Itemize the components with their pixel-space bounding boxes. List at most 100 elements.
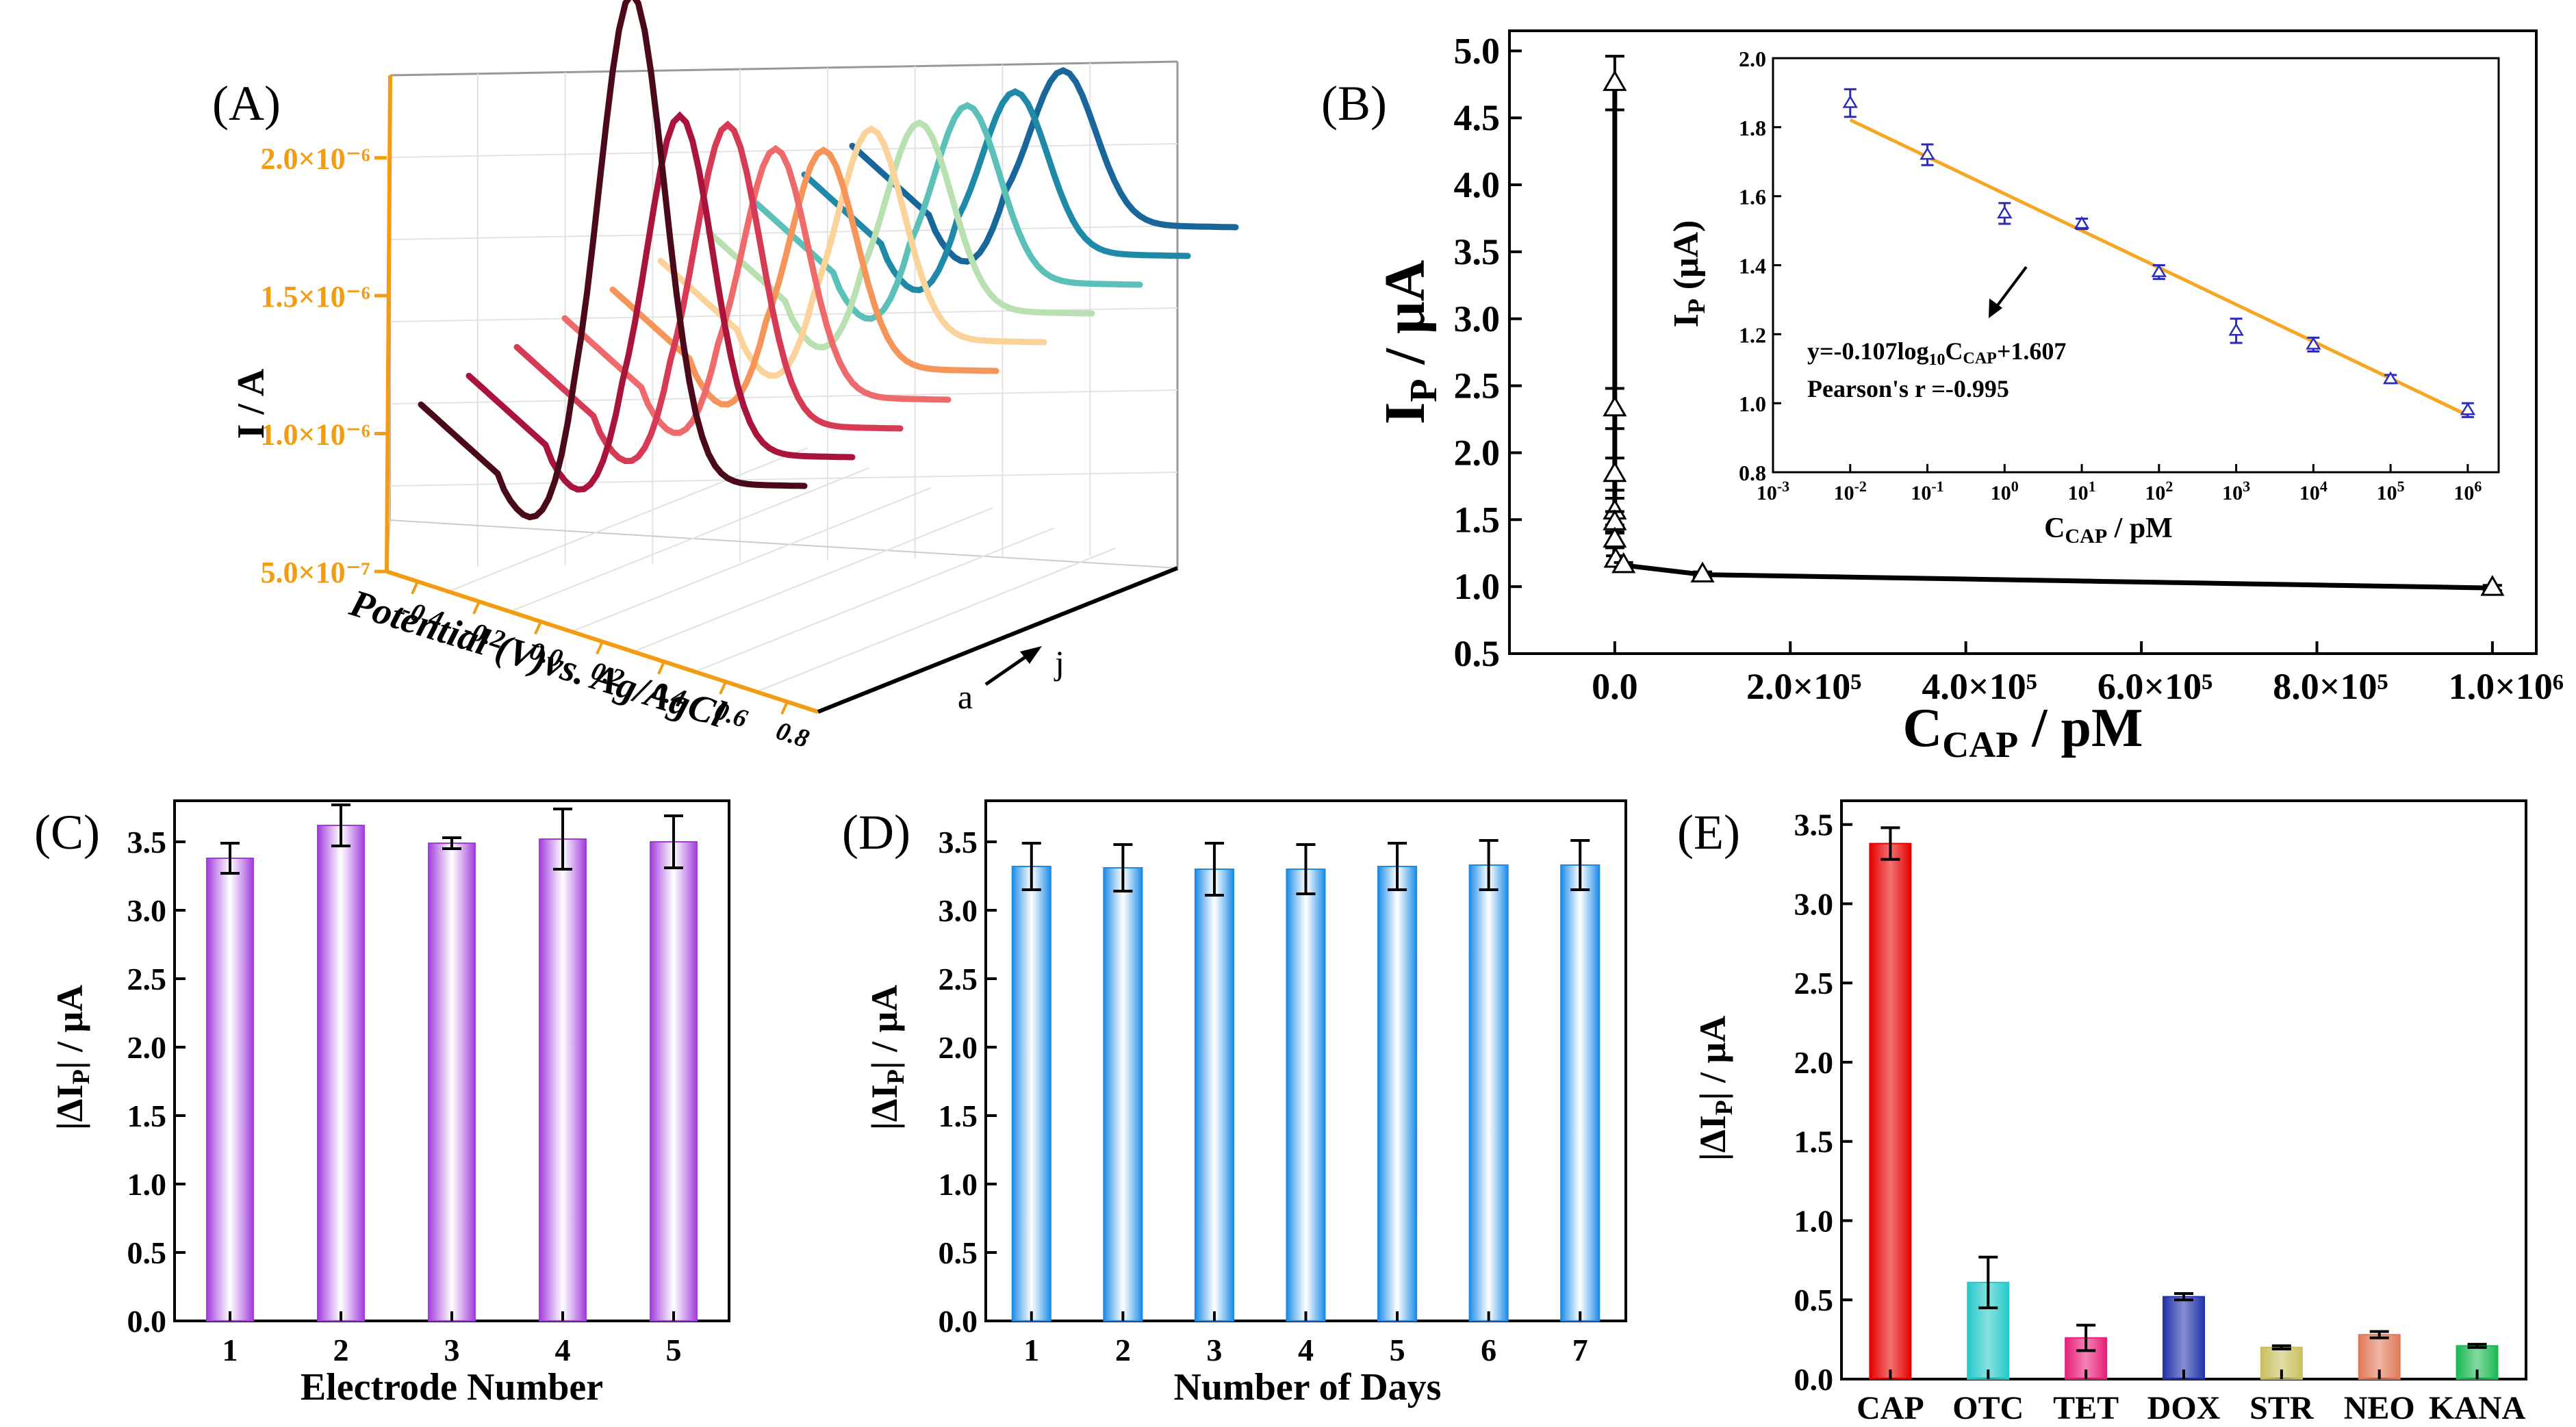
inset-x-ticks: 10-3 10-2 10-1 100 101 102 103 104 105 106 — [1757, 464, 2482, 504]
inset-y-tick-label: 1.0 — [1739, 391, 1766, 416]
inset-x-tick-label: 106 — [2453, 478, 2482, 504]
panel-e-bar-chart: (E) 0.0 0.5 1.0 1.5 2.0 2.5 3.0 3.5 CAP OTC TET DOX… — [1677, 799, 2527, 1426]
x-tick-label: 2.0×10⁵ — [1746, 666, 1861, 707]
inset-x-tick-base: 10 — [1911, 482, 1931, 504]
inset-x-tick-label: 100 — [1991, 478, 2019, 504]
x-tick-label: DOX — [2147, 1390, 2221, 1426]
bar-7 — [1560, 864, 1601, 1322]
inset-data-point — [1997, 205, 2013, 219]
x-tick-label: 0.0 — [1592, 666, 1638, 707]
y-tick-label: 2.5 — [127, 962, 167, 997]
x-tick-label: 3 — [444, 1333, 460, 1367]
y-tick-label: 1.0 — [127, 1167, 167, 1202]
inset-y-tick-label: 1.2 — [1739, 322, 1766, 347]
inset-x-tick-exponent: 5 — [2397, 478, 2405, 495]
x-tick-label: 4 — [1298, 1333, 1314, 1367]
panel-b-inset-chart: 0.81.01.21.41.61.82.0 10-3 10-2 10-1 100 101… — [1667, 47, 2500, 548]
data-point — [1603, 526, 1627, 548]
bar-4 — [1286, 869, 1326, 1322]
y-tick-label: 5.0×10⁻⁷ — [261, 556, 371, 589]
inset-y-tick-label: 1.6 — [1739, 185, 1766, 209]
inset-x-tick-exponent: 1 — [2089, 478, 2096, 495]
y-tick-label: 2.5 — [1454, 365, 1501, 407]
inset-x-tick-base: 10 — [2222, 482, 2243, 504]
y-tick-label: 0.0 — [1794, 1362, 1834, 1397]
inset-y-tick-label: 1.4 — [1739, 254, 1766, 279]
inset-x-tick-base: 10 — [1757, 482, 1777, 504]
inset-x-tick-base: 10 — [2453, 482, 2474, 504]
inset-x-tick-exponent: 0 — [2011, 478, 2019, 495]
y-tick-label: 1.0×10⁻⁶ — [261, 418, 371, 452]
x-tick-label: 5 — [1390, 1333, 1405, 1367]
inset-x-tick-label: 102 — [2145, 478, 2173, 504]
floor-grid-line — [448, 447, 808, 593]
x-tick-mark — [780, 701, 789, 715]
floor-grid-line — [694, 527, 1055, 673]
voltammogram-curve-c — [513, 120, 904, 465]
grid-line — [390, 472, 1178, 487]
bar-6 — [1468, 864, 1509, 1322]
y-tick-label: 1.5 — [127, 1098, 167, 1133]
x-tick-label: 5 — [666, 1333, 682, 1367]
panel-b-label: (B) — [1321, 76, 1387, 131]
y-tick-label: 3.5 — [127, 825, 167, 860]
panel-b-x-ticks: 0.0 2.0×10⁵ 4.0×10⁵ 6.0×10⁵ 8.0×10⁵ 1.0×10⁶ — [1592, 641, 2564, 707]
x-tick-label: 1 — [1023, 1333, 1039, 1367]
inset-annotation-arrowhead — [1989, 298, 2002, 318]
x-tick-label: 7 — [1572, 1333, 1588, 1367]
inset-data-point — [1842, 95, 1858, 108]
voltammogram-curve-h — [753, 101, 1143, 322]
y-tick-label: 2.0 — [127, 1030, 167, 1065]
panel-d-content: 0.0 0.5 1.0 1.5 2.0 2.5 3.0 3.5 1 2 3 4 5 6 7 — [939, 825, 1601, 1367]
panel-b-y-axis-title: IP / μA — [1373, 259, 1445, 424]
inset-x-tick-exponent: 4 — [2320, 478, 2328, 495]
inset-y-tick-label: 1.8 — [1739, 116, 1766, 140]
data-point — [1603, 395, 1627, 417]
inset-x-tick-label: 104 — [2299, 478, 2328, 504]
x-tick-label: 2 — [333, 1333, 349, 1367]
x-tick-label: STR — [2249, 1390, 2314, 1426]
inset-x-tick-label: 103 — [2222, 478, 2250, 504]
panel-a-y-axis-title: I / A — [230, 368, 272, 439]
y-tick-label: 0.5 — [127, 1235, 167, 1270]
y-axis-line — [385, 75, 392, 572]
voltammogram-curve-i — [801, 88, 1191, 294]
box-edge — [390, 60, 1178, 77]
panel-a-x-axis-title: Potential (V)vs. Ag/AgCl — [344, 582, 730, 736]
panel-a-series-end-label: j — [1054, 643, 1064, 682]
x-tick-label: 2 — [1115, 1333, 1131, 1367]
inset-data-point — [2460, 402, 2476, 415]
panel-d-bar-chart: (D) 0.0 0.5 1.0 1.5 2.0 2.5 3.0 3.5 1 2 3 4 5 6 7 |ΔIP… — [842, 799, 1627, 1409]
x-tick-label: OTC — [1952, 1390, 2024, 1426]
inset-x-tick-label: 10-1 — [1911, 478, 1943, 504]
x-tick-mark — [657, 660, 665, 675]
y-tick-label: 3.5 — [939, 825, 978, 860]
x-tick-label: 1 — [222, 1333, 238, 1367]
x-tick-label: 1.0×10⁶ — [2449, 666, 2564, 707]
floor-grid-line — [571, 487, 932, 632]
panel-c-x-axis-title: Electrode Number — [301, 1366, 603, 1409]
x-tick-label: 0.8 — [773, 717, 813, 754]
panel-a-curves — [418, 0, 1239, 521]
inset-data-point — [1920, 146, 1935, 160]
panel-b-plot-frame — [1508, 29, 2538, 655]
grid-line — [390, 225, 1178, 240]
inset-x-tick-label: 101 — [2068, 478, 2096, 504]
x-tick-label: NEO — [2344, 1390, 2415, 1426]
x-tick-label: 3 — [1206, 1333, 1222, 1367]
y-tick-label: 2.0 — [939, 1030, 978, 1065]
y-tick-label: 1.0 — [1794, 1203, 1834, 1238]
panel-a-label: (A) — [212, 76, 281, 131]
panel-c-content: 0.0 0.5 1.0 1.5 2.0 2.5 3.0 3.5 1 2 3 4 5 — [127, 804, 698, 1367]
x-tick-label: 6.0×10⁵ — [2097, 666, 2212, 707]
y-tick-label: 0.0 — [127, 1304, 167, 1339]
data-point — [1603, 461, 1627, 483]
x-tick-label: TET — [2053, 1390, 2119, 1426]
inset-y-tick-label: 0.8 — [1739, 461, 1766, 485]
data-point — [1611, 552, 1636, 574]
panel-e-label: (E) — [1677, 805, 1740, 860]
y-tick-label: 4.0 — [1454, 164, 1501, 205]
inset-y-axis-title: IP (μA) — [1667, 220, 1710, 328]
panel-a-series-start-label: a — [958, 678, 973, 716]
